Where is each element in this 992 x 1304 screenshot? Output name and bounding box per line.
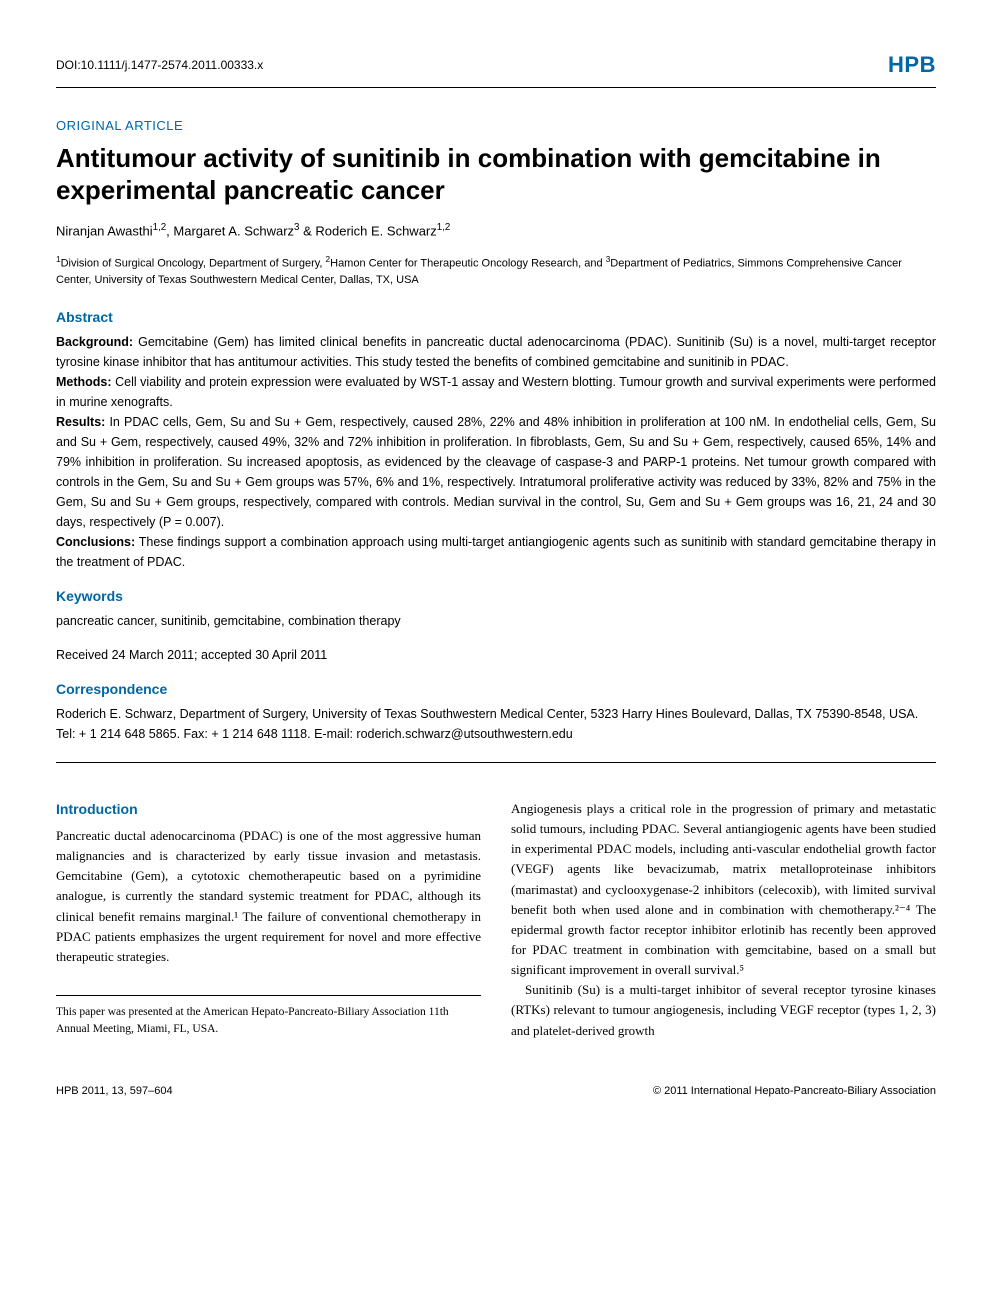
abstract-results: Results: In PDAC cells, Gem, Su and Su +… [56,412,936,532]
introduction-heading: Introduction [56,799,481,820]
footer-row: HPB 2011, 13, 597–604 © 2011 Internation… [56,1083,936,1100]
affiliations: 1Division of Surgical Oncology, Departme… [56,254,936,289]
article-title: Antitumour activity of sunitinib in comb… [56,142,936,207]
journal-logo: HPB [888,48,936,81]
received-text: Received 24 March 2011; accepted 30 Apri… [56,645,936,665]
abstract-text: These findings support a combination app… [56,535,936,569]
abstract-label: Results: [56,415,105,429]
right-column: Angiogenesis plays a critical role in th… [511,799,936,1041]
doi-text: DOI:10.1111/j.1477-2574.2011.00333.x [56,56,263,74]
intro-para: Pancreatic ductal adenocarcinoma (PDAC) … [56,826,481,967]
header-row: DOI:10.1111/j.1477-2574.2011.00333.x HPB [56,48,936,88]
abstract-label: Background: [56,335,133,349]
correspondence-heading: Correspondence [56,679,936,700]
abstract-text: Gemcitabine (Gem) has limited clinical b… [56,335,936,369]
abstract-text: In PDAC cells, Gem, Su and Su + Gem, res… [56,415,936,529]
left-column: Introduction Pancreatic ductal adenocarc… [56,799,481,1041]
footer-citation: HPB 2011, 13, 597–604 [56,1083,173,1100]
received-block: Received 24 March 2011; accepted 30 Apri… [56,645,936,665]
correspondence-block: Correspondence Roderich E. Schwarz, Depa… [56,679,936,744]
section-divider [56,762,936,763]
article-type-label: ORIGINAL ARTICLE [56,116,936,136]
abstract-label: Conclusions: [56,535,135,549]
abstract-methods: Methods: Cell viability and protein expr… [56,372,936,412]
intro-body-right: Angiogenesis plays a critical role in th… [511,799,936,1041]
abstract-label: Methods: [56,375,112,389]
keywords-heading: Keywords [56,586,936,607]
abstract-background: Background: Gemcitabine (Gem) has limite… [56,332,936,372]
abstract-text: Cell viability and protein expression we… [56,375,936,409]
correspondence-text: Roderich E. Schwarz, Department of Surge… [56,704,936,744]
intro-para: Angiogenesis plays a critical role in th… [511,799,936,980]
abstract-heading: Abstract [56,307,936,328]
abstract-conclusions: Conclusions: These findings support a co… [56,532,936,572]
intro-body-left: Pancreatic ductal adenocarcinoma (PDAC) … [56,826,481,967]
author-list: Niranjan Awasthi1,2, Margaret A. Schwarz… [56,221,936,241]
footer-copyright: © 2011 International Hepato-Pancreato-Bi… [653,1083,936,1100]
keywords-text: pancreatic cancer, sunitinib, gemcitabin… [56,611,936,631]
presentation-footnote: This paper was presented at the American… [56,1004,481,1039]
body-columns: Introduction Pancreatic ductal adenocarc… [56,799,936,1041]
abstract-block: Abstract Background: Gemcitabine (Gem) h… [56,307,936,572]
intro-para: Sunitinib (Su) is a multi-target inhibit… [511,980,936,1040]
keywords-block: Keywords pancreatic cancer, sunitinib, g… [56,586,936,631]
footnote-separator [56,995,481,996]
